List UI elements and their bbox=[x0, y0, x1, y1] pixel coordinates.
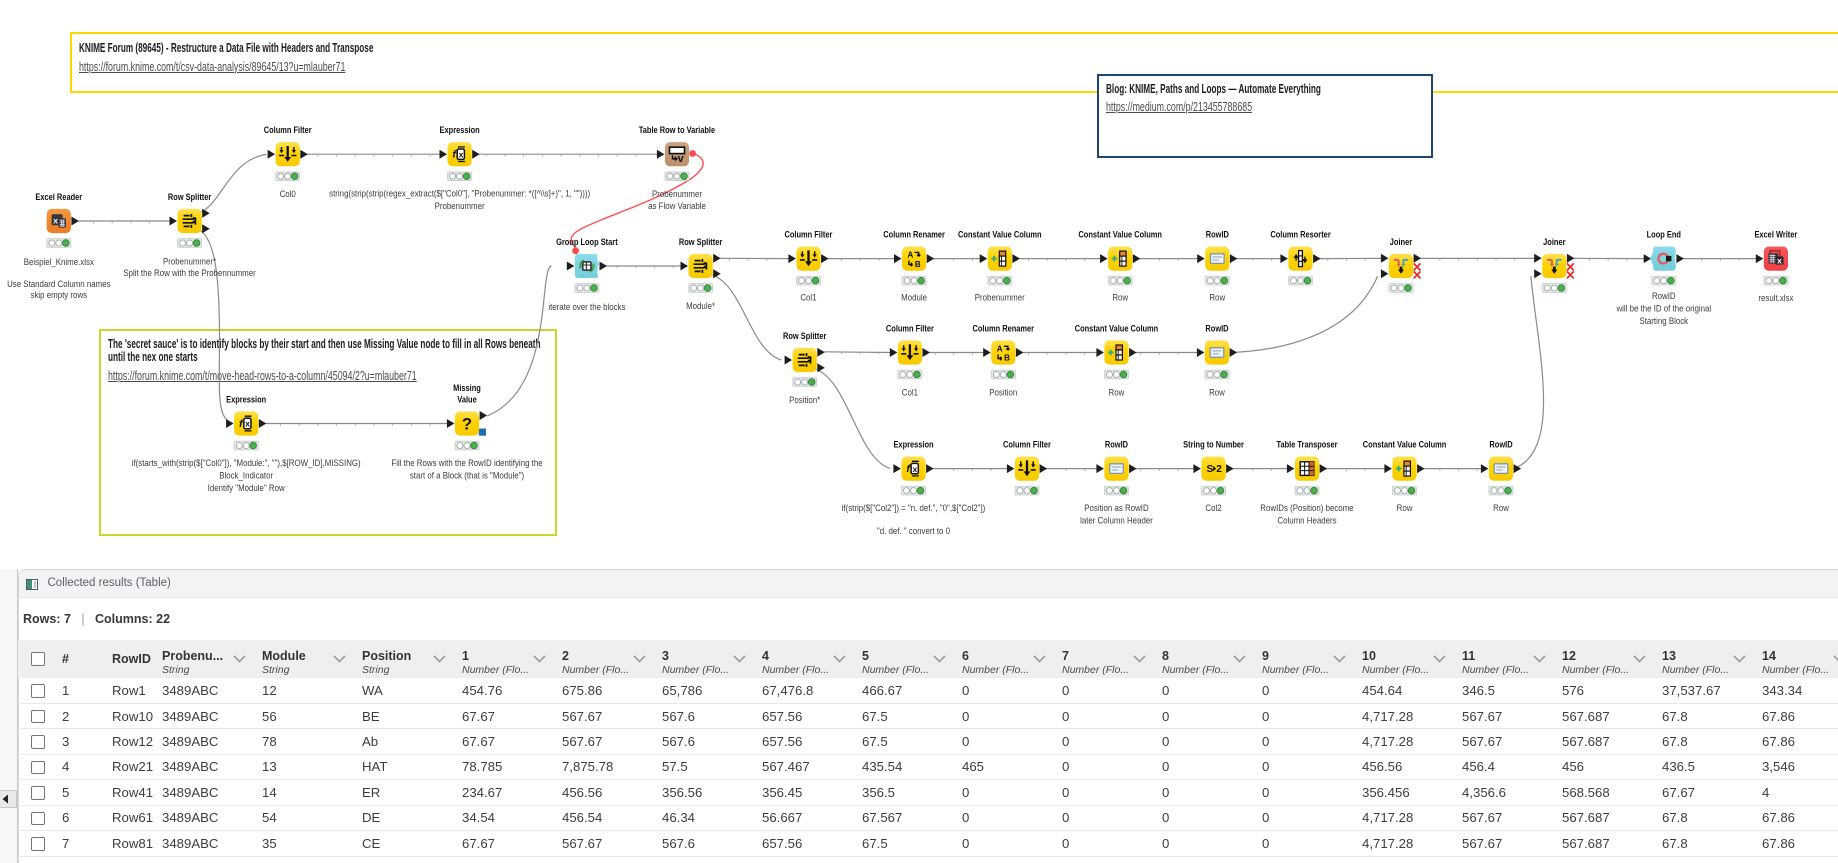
svg-text:B: B bbox=[1004, 354, 1010, 363]
svg-text:x: x bbox=[913, 464, 918, 474]
svg-text:RowID: RowID bbox=[1206, 230, 1229, 240]
svg-text:B: B bbox=[915, 260, 921, 269]
svg-text:Row Splitter: Row Splitter bbox=[679, 237, 723, 247]
svg-text:Split the Row with the Probenn: Split the Row with the Probennummer bbox=[123, 267, 256, 278]
svg-text:Constant Value Column: Constant Value Column bbox=[958, 230, 1042, 240]
svg-text:f: f bbox=[452, 149, 457, 161]
svg-text:Row: Row bbox=[1493, 503, 1510, 514]
svg-text:RowIDs (Position) become: RowIDs (Position) become bbox=[1260, 503, 1354, 514]
svg-text:RowID: RowID bbox=[1205, 324, 1228, 334]
svg-text:Row: Row bbox=[1109, 387, 1126, 398]
svg-text:Row: Row bbox=[1397, 503, 1414, 514]
svg-text:f: f bbox=[906, 463, 911, 475]
svg-text:Column Resorter: Column Resorter bbox=[1270, 230, 1331, 240]
svg-text:Col1: Col1 bbox=[902, 387, 919, 398]
svg-text:RowID: RowID bbox=[1105, 440, 1128, 450]
svg-text:Probenummer: Probenummer bbox=[435, 201, 485, 212]
svg-text:Row: Row bbox=[1112, 292, 1129, 303]
svg-text:A: A bbox=[997, 345, 1003, 354]
svg-text:Module: Module bbox=[901, 292, 927, 303]
svg-text:Expression: Expression bbox=[440, 125, 480, 135]
svg-text:Use Standard Column names: Use Standard Column names bbox=[7, 279, 110, 290]
svg-text:x: x bbox=[53, 215, 58, 225]
svg-text:v: v bbox=[678, 153, 685, 165]
svg-text:"d. def. " convert to 0: "d. def. " convert to 0 bbox=[877, 526, 950, 537]
svg-text:Column Renamer: Column Renamer bbox=[883, 230, 945, 240]
svg-text:as Flow Variable: as Flow Variable bbox=[648, 201, 706, 212]
svg-text:Value: Value bbox=[457, 395, 477, 405]
svg-text:Row Splitter: Row Splitter bbox=[168, 192, 212, 202]
svg-text:Position as RowID: Position as RowID bbox=[1084, 503, 1148, 514]
svg-text:Position: Position bbox=[989, 387, 1017, 398]
svg-text:result.xlsx: result.xlsx bbox=[1758, 293, 1794, 304]
svg-text:start of a Block (that is "Mod: start of a Block (that is "Module") bbox=[410, 470, 524, 481]
svg-text:Group Loop Start: Group Loop Start bbox=[556, 237, 618, 247]
svg-text:if(starts_with(strip($["Col0"]: if(starts_with(strip($["Col0"]), "Module… bbox=[132, 458, 361, 469]
svg-text:skip empty rows: skip empty rows bbox=[31, 290, 88, 301]
svg-text:Row: Row bbox=[1209, 292, 1226, 303]
svg-text:Joiner: Joiner bbox=[1543, 237, 1566, 247]
svg-text:RowID: RowID bbox=[1489, 440, 1512, 450]
svg-text:A: A bbox=[908, 251, 914, 260]
svg-text:2: 2 bbox=[1216, 464, 1222, 475]
svg-text:Col1: Col1 bbox=[800, 292, 817, 303]
svg-text:?: ? bbox=[462, 415, 472, 434]
svg-text:Loop End: Loop End bbox=[1647, 230, 1681, 240]
svg-text:Table Transposer: Table Transposer bbox=[1276, 440, 1338, 450]
svg-text:f: f bbox=[239, 418, 244, 430]
svg-text:Constant Value Column: Constant Value Column bbox=[1363, 440, 1447, 450]
svg-text:Column Filter: Column Filter bbox=[1003, 440, 1052, 450]
svg-text:Expression: Expression bbox=[226, 395, 266, 405]
svg-text:Table Row to Variable: Table Row to Variable bbox=[639, 125, 716, 135]
svg-text:x: x bbox=[245, 419, 250, 429]
svg-text:Fill the Rows with the RowID i: Fill the Rows with the RowID identifying… bbox=[391, 458, 543, 469]
svg-text:Beispiel_Knime.xlsx: Beispiel_Knime.xlsx bbox=[24, 257, 95, 268]
svg-text:Expression: Expression bbox=[893, 440, 933, 450]
svg-text:iterate over the blocks: iterate over the blocks bbox=[548, 302, 625, 313]
svg-text:if(strip($["Col2"]) = "n. def.: if(strip($["Col2"]) = "n. def.", "0",$["… bbox=[842, 503, 986, 514]
svg-text:string(strip(strip(regex_extra: string(strip(strip(regex_extract($["Col0… bbox=[329, 188, 590, 199]
svg-text:Excel Reader: Excel Reader bbox=[35, 192, 82, 202]
svg-text:Block_Indicator: Block_Indicator bbox=[219, 470, 273, 481]
svg-text:Probenummer: Probenummer bbox=[652, 189, 702, 200]
svg-text:Excel Writer: Excel Writer bbox=[1754, 230, 1798, 240]
svg-text:Starting Block: Starting Block bbox=[1639, 316, 1688, 327]
svg-text:Joiner: Joiner bbox=[1390, 237, 1413, 247]
svg-text:x: x bbox=[459, 149, 464, 159]
svg-text:Module*: Module* bbox=[686, 300, 716, 311]
svg-text:Col2: Col2 bbox=[1205, 503, 1222, 514]
svg-text:String to Number: String to Number bbox=[1183, 440, 1244, 450]
svg-text:Row: Row bbox=[1209, 387, 1226, 398]
svg-text:Column Headers: Column Headers bbox=[1277, 515, 1336, 526]
svg-text:Col0: Col0 bbox=[280, 188, 297, 199]
svg-text:Column Renamer: Column Renamer bbox=[972, 324, 1034, 334]
svg-text:S: S bbox=[1207, 464, 1214, 475]
svg-text:Probenummer: Probenummer bbox=[975, 292, 1025, 303]
svg-text:Constant Value Column: Constant Value Column bbox=[1075, 324, 1159, 334]
svg-text:x: x bbox=[1777, 255, 1782, 265]
svg-text:Row Splitter: Row Splitter bbox=[783, 331, 827, 341]
svg-text:will be the ID of the original: will be the ID of the original bbox=[1616, 303, 1712, 314]
svg-text:Probenummer*: Probenummer* bbox=[163, 256, 217, 267]
svg-text:Column Filter: Column Filter bbox=[886, 324, 935, 334]
svg-text:later Column Header: later Column Header bbox=[1080, 515, 1153, 526]
svg-text:Identify "Module" Row: Identify "Module" Row bbox=[208, 483, 286, 494]
svg-text:Column Filter: Column Filter bbox=[264, 125, 313, 135]
svg-text:Constant Value Column: Constant Value Column bbox=[1078, 230, 1162, 240]
svg-text:Missing: Missing bbox=[453, 383, 481, 393]
svg-text:Position*: Position* bbox=[789, 395, 821, 406]
svg-text:RowID: RowID bbox=[1652, 291, 1676, 302]
svg-text:Column Filter: Column Filter bbox=[784, 230, 833, 240]
